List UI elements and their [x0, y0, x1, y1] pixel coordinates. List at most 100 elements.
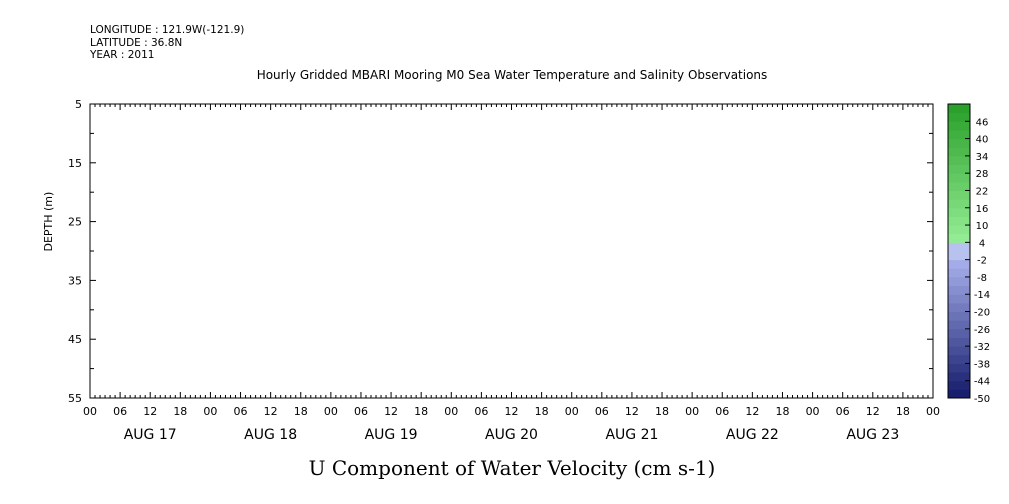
plot-title: Hourly Gridded MBARI Mooring M0 Sea Wate… — [256, 68, 768, 82]
colorbar-tick-label: 4 — [979, 238, 985, 249]
colorbar-swatch — [948, 104, 970, 114]
colorbar-swatch — [948, 138, 970, 148]
x-hour-tick-label: 06 — [595, 405, 609, 418]
x-hour-tick-label: 00 — [444, 405, 458, 418]
colorbar-tick-label: 16 — [976, 204, 989, 215]
colorbar-tick-label: -8 — [977, 273, 987, 284]
y-tick-label: 5 — [75, 98, 82, 111]
colorbar-tick-label: -32 — [974, 342, 990, 353]
x-hour-tick-label: 18 — [655, 405, 669, 418]
x-axis-label: U Component of Water Velocity (cm s-1) — [309, 456, 716, 480]
x-hour-tick-label: 00 — [565, 405, 579, 418]
x-hour-tick-label: 12 — [505, 405, 519, 418]
colorbar-swatch — [948, 147, 970, 157]
colorbar-swatch — [948, 199, 970, 209]
colorbar-swatch — [948, 190, 970, 200]
colorbar-swatch — [948, 242, 970, 252]
x-hour-tick-label: 12 — [264, 405, 278, 418]
colorbar-swatch — [948, 181, 970, 191]
x-hour-tick-label: 06 — [474, 405, 488, 418]
plot-frame — [89, 103, 934, 399]
y-tick-label: 15 — [68, 157, 82, 170]
x-hour-tick-label: 12 — [143, 405, 157, 418]
x-hour-tick-label: 00 — [685, 405, 699, 418]
metadata-block: LONGITUDE : 121.9W(-121.9) LATITUDE : 36… — [90, 24, 244, 62]
colorbar-tick-label: -2 — [977, 256, 987, 267]
x-day-tick-label: AUG 17 — [124, 427, 177, 443]
colorbar-tick-label: 46 — [976, 117, 989, 128]
x-hour-tick-label: 12 — [745, 405, 759, 418]
x-day-tick-label: AUG 22 — [726, 427, 779, 443]
y-tick-label: 25 — [68, 216, 82, 229]
x-hour-tick-label: 06 — [354, 405, 368, 418]
colorbar-swatch — [948, 320, 970, 330]
colorbar-swatch — [948, 294, 970, 304]
x-hour-tick-label: 12 — [625, 405, 639, 418]
colorbar-swatch — [948, 354, 970, 364]
colorbar-tick-label: -44 — [974, 377, 990, 388]
colorbar-swatch — [948, 337, 970, 347]
colorbar-swatch — [948, 346, 970, 356]
y-axis-label: DEPTH (m) — [42, 192, 55, 252]
x-hour-tick-label: 00 — [324, 405, 338, 418]
axis-tick-labels: 00 06 12 18 00 06 12 18 00 06 12 18 00 06 12 18 00 06 12 18… — [68, 98, 940, 443]
colorbar-tick-label: -14 — [974, 290, 990, 301]
colorbar-swatch — [948, 216, 970, 226]
y-tick-label: 55 — [68, 392, 82, 405]
x-hour-tick-label: 00 — [83, 405, 97, 418]
x-hour-tick-label: 18 — [173, 405, 187, 418]
y-tick-label: 45 — [68, 333, 82, 346]
x-hour-tick-label: 00 — [926, 405, 940, 418]
colorbar-swatch — [948, 302, 970, 313]
colorbar-frame — [947, 103, 971, 399]
colorbar-swatch — [948, 268, 970, 278]
x-hour-tick-label: 18 — [535, 405, 549, 418]
colorbar-tick-label: 22 — [976, 186, 989, 197]
x-hour-tick-label: 12 — [866, 405, 880, 418]
x-day-tick-label: AUG 23 — [846, 427, 899, 443]
colorbar-tick-label: -20 — [974, 308, 990, 319]
colorbar-tick-label: 34 — [976, 152, 989, 163]
x-day-tick-label: AUG 21 — [605, 427, 658, 443]
colorbar-swatch — [948, 328, 970, 338]
x-day-tick-label: AUG 20 — [485, 427, 538, 443]
colorbar-swatch — [948, 121, 970, 131]
colorbar-tick-label: -38 — [974, 359, 990, 370]
colorbar-swatch — [948, 372, 970, 382]
x-hour-tick-label: 12 — [384, 405, 398, 418]
colorbar-swatch — [948, 207, 970, 217]
y-tick-label: 35 — [68, 274, 82, 287]
colorbar-swatch — [948, 276, 970, 287]
colorbar-tick-label: 28 — [976, 169, 989, 180]
colorbar-swatch — [948, 311, 970, 321]
colorbar-swatch — [948, 285, 970, 295]
longitude-label: LONGITUDE : 121.9W(-121.9) — [90, 24, 245, 36]
colorbar-swatch — [948, 112, 970, 122]
colorbar-swatch — [948, 233, 970, 243]
colorbar-tick-label: -26 — [974, 325, 990, 336]
colorbar-swatch — [948, 155, 970, 166]
year-label: YEAR : 2011 — [90, 49, 155, 61]
latitude-label: LATITUDE : 36.8N — [90, 36, 183, 49]
colorbar-swatch — [948, 173, 970, 183]
colorbar: 46 40 34 28 22 16 10 4 -2 -8 -14 -20 -26 -32 -38 -44 -50 — [947, 103, 990, 405]
x-day-tick-label: AUG 18 — [244, 427, 297, 443]
x-hour-tick-label: 18 — [775, 405, 789, 418]
colorbar-swatch — [948, 164, 970, 174]
x-hour-tick-label: 00 — [806, 405, 820, 418]
axis-ticks — [89, 103, 934, 399]
colorbar-swatch — [948, 380, 970, 390]
colorbar-swatch — [948, 389, 970, 399]
x-hour-tick-label: 18 — [896, 405, 910, 418]
colorbar-tick-label: -50 — [974, 394, 990, 405]
colorbar-swatch — [948, 225, 970, 235]
colorbar-swatch — [948, 363, 970, 373]
colorbar-tick-label: 10 — [976, 221, 989, 232]
x-hour-tick-label: 06 — [113, 405, 127, 418]
x-hour-tick-label: 00 — [203, 405, 217, 418]
x-hour-tick-label: 18 — [414, 405, 428, 418]
x-hour-tick-label: 06 — [836, 405, 850, 418]
x-day-tick-label: AUG 19 — [365, 427, 418, 443]
colorbar-swatch — [948, 129, 970, 140]
